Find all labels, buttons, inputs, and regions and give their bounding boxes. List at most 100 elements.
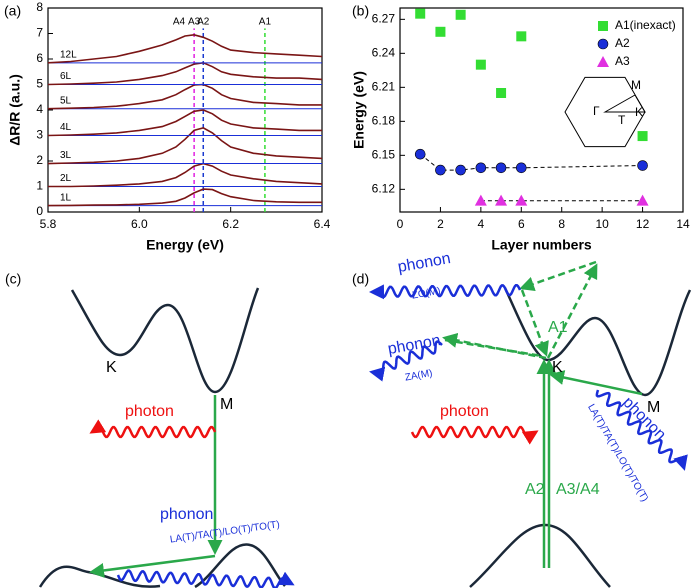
valley-label: K	[552, 359, 563, 376]
conduction-band	[70, 287, 260, 394]
legend-label: A1(inexact)	[615, 18, 676, 32]
valley-label: M	[647, 399, 660, 416]
x-tick-label: 2	[437, 217, 444, 231]
y-axis-title: Energy (eV)	[351, 71, 367, 149]
a1-label: A1	[548, 319, 568, 336]
transition-arrow	[442, 332, 547, 360]
y-tick-label: 6.18	[372, 114, 396, 128]
y-tick-label: 6.24	[372, 46, 396, 60]
x-tick-label: 6	[518, 217, 525, 231]
annotation-label: A3	[188, 17, 201, 28]
legend-swatch	[597, 38, 609, 50]
a34-label: A3/A4	[556, 481, 600, 498]
inset-label: T	[618, 113, 626, 127]
valley-label: K	[106, 359, 117, 376]
y-tick-label: 2	[36, 153, 43, 167]
y-tick-label: 8	[36, 0, 43, 14]
series-label: 5L	[60, 95, 72, 106]
point	[515, 194, 528, 206]
point	[435, 164, 446, 176]
inset-label: Γ	[593, 104, 600, 118]
wave	[410, 425, 539, 445]
legend-swatch	[598, 21, 608, 31]
brillouin-zone	[564, 76, 646, 148]
y-axis-title: ΔR/R (a.u.)	[7, 74, 23, 146]
x-tick-label: 10	[595, 217, 609, 231]
wave	[595, 389, 688, 471]
annotation-label: A1	[259, 17, 272, 28]
phonon-label: phonon	[396, 250, 452, 276]
point	[495, 162, 507, 174]
series-label: 12L	[60, 49, 77, 60]
wave	[369, 340, 443, 382]
a2-label: A2	[525, 481, 545, 498]
x-tick-label: 6.2	[222, 217, 239, 231]
y-tick-label: 3	[36, 128, 43, 142]
wave	[116, 569, 295, 588]
x-tick-label: 0	[397, 217, 404, 231]
point	[636, 194, 649, 206]
panel-label: (c)	[5, 271, 21, 287]
inset-label: M	[631, 78, 641, 92]
transition-arrow	[444, 338, 543, 358]
y-tick-label: 6.21	[372, 80, 396, 94]
spectrum	[47, 127, 323, 165]
spectrum	[47, 109, 322, 137]
y-tick-label: 0	[36, 204, 43, 218]
trend-line	[419, 153, 643, 171]
valence-band	[469, 523, 611, 588]
inset-label: K	[635, 105, 643, 119]
phonon-mode: ZA(M)	[404, 368, 433, 384]
x-tick-label: 6.0	[131, 217, 148, 231]
series-label: 2L	[60, 173, 72, 184]
point	[474, 194, 487, 206]
point	[495, 194, 508, 206]
panel-label: (b)	[352, 3, 369, 19]
wave	[369, 283, 522, 300]
x-tick-label: 6.4	[314, 217, 331, 231]
x-tick-label: 12	[636, 217, 650, 231]
point	[637, 131, 648, 142]
photon-label: photon	[440, 403, 489, 420]
series-label: 4L	[60, 122, 72, 133]
phonon-label: phonon	[160, 506, 213, 523]
spectrum	[47, 33, 323, 64]
spectrum	[47, 83, 322, 110]
legend-swatch	[597, 56, 609, 67]
legend-label: A2	[615, 36, 630, 50]
point	[516, 31, 527, 42]
transition-arrow	[549, 370, 643, 396]
y-tick-label: 1	[36, 179, 43, 193]
series-label: 3L	[60, 150, 72, 161]
photon-label: photon	[125, 403, 174, 420]
y-tick-label: 6.15	[372, 148, 396, 162]
point	[455, 9, 466, 20]
diagram-d: (d) A1 K M A2 A3/A4 photon phonon ZO(M) …	[352, 250, 692, 588]
y-tick-label: 6	[36, 51, 43, 65]
annotation-label: A4	[173, 17, 186, 28]
phonon-mode: ZO(M)	[411, 286, 441, 302]
wave	[89, 419, 217, 439]
y-tick-label: 4	[36, 102, 43, 116]
panel-label: (d)	[352, 271, 369, 287]
panel-label: (a)	[4, 3, 21, 19]
spectrum	[48, 162, 323, 188]
point	[475, 162, 487, 174]
point	[435, 26, 446, 37]
spectrum	[47, 61, 323, 86]
x-tick-label: 14	[676, 217, 690, 231]
point	[414, 148, 426, 160]
x-tick-label: 8	[558, 217, 565, 231]
transition-arrow	[89, 554, 216, 578]
point	[415, 8, 426, 19]
point	[455, 164, 466, 176]
point	[496, 88, 507, 98]
x-tick-label: 4	[478, 217, 485, 231]
y-tick-label: 7	[36, 26, 43, 40]
x-axis-title: Energy (eV)	[146, 237, 224, 253]
valley-label: M	[220, 396, 233, 413]
y-tick-label: 6.27	[372, 12, 396, 26]
high-symmetry-path	[603, 94, 646, 113]
conduction-band	[503, 287, 692, 397]
